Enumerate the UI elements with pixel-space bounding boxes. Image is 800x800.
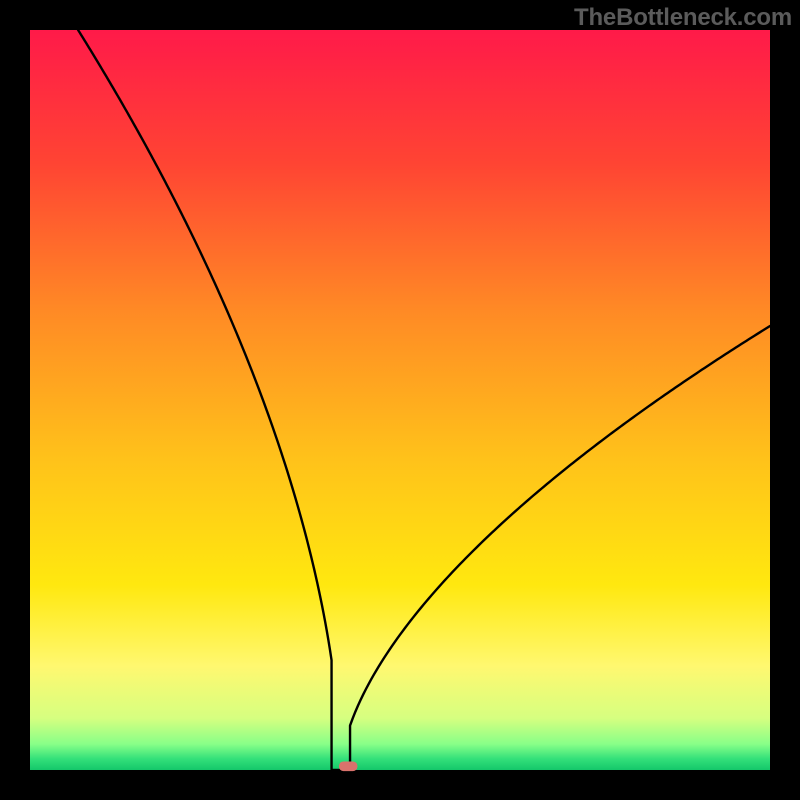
figure-stage: TheBottleneck.com [0, 0, 800, 800]
watermark-text: TheBottleneck.com [574, 4, 792, 32]
bottleneck-chart [0, 0, 800, 800]
minimum-marker [339, 761, 358, 771]
